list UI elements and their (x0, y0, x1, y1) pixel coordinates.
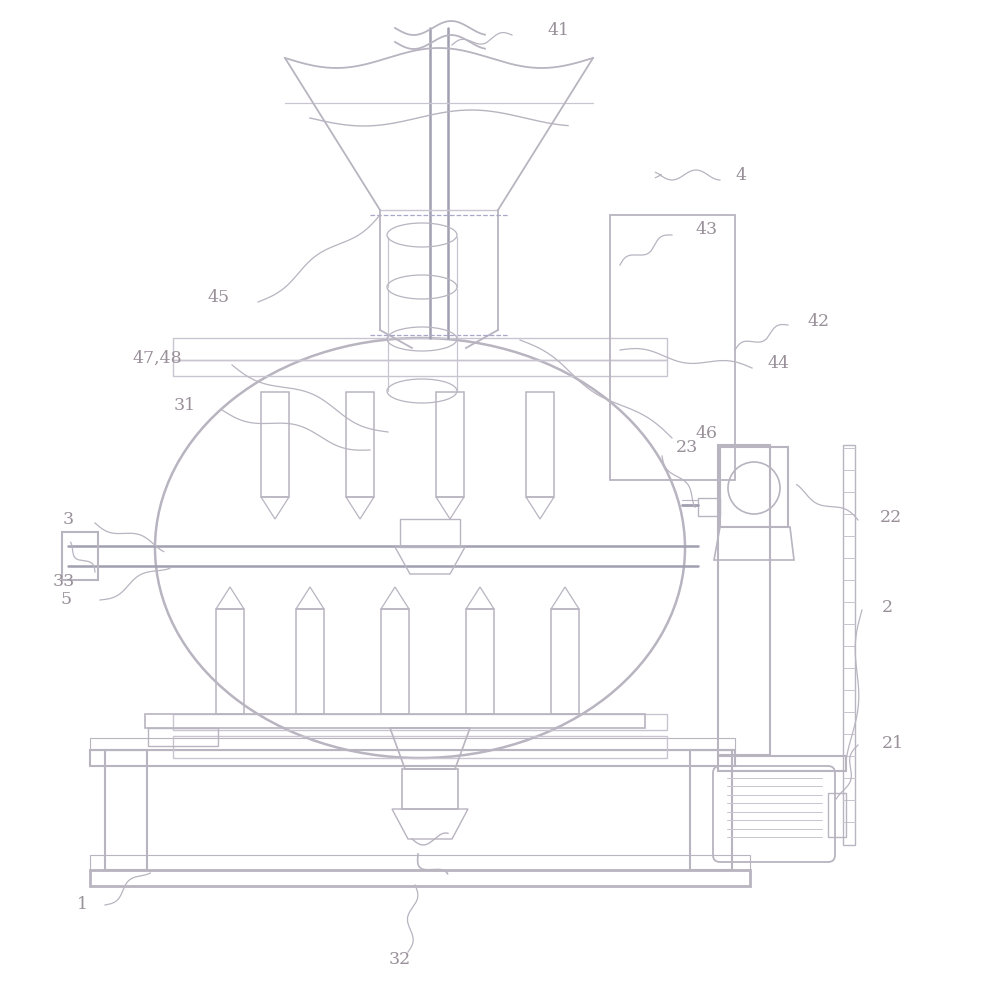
Bar (718, 445, 769, 755)
Text: 2: 2 (881, 599, 893, 616)
Bar (698, 498, 720, 516)
Bar (148, 728, 218, 746)
Text: 5: 5 (61, 591, 72, 608)
Bar (435, 392, 463, 497)
Bar (173, 338, 666, 360)
Bar (827, 793, 845, 837)
Bar (720, 447, 787, 527)
Text: 31: 31 (174, 396, 196, 414)
Bar (89, 738, 735, 750)
Bar (402, 769, 457, 809)
Bar (842, 445, 854, 845)
Bar (145, 714, 644, 728)
Text: 1: 1 (77, 896, 87, 913)
Bar (400, 519, 459, 547)
Text: 22: 22 (879, 510, 902, 526)
Text: 23: 23 (675, 440, 698, 456)
Bar (381, 609, 409, 714)
Text: 4: 4 (735, 167, 746, 184)
Bar (173, 736, 666, 758)
Bar (216, 609, 244, 714)
Bar (89, 855, 749, 870)
Text: 33: 33 (53, 574, 75, 590)
Bar (689, 750, 732, 870)
Bar (62, 532, 97, 580)
Bar (173, 360, 666, 376)
Text: 44: 44 (767, 355, 789, 371)
Bar (609, 215, 735, 480)
Bar (105, 750, 147, 870)
Text: 32: 32 (389, 951, 411, 968)
Text: 41: 41 (548, 22, 570, 39)
Bar (551, 609, 579, 714)
Bar (89, 750, 735, 766)
Text: 46: 46 (694, 424, 717, 442)
Text: 42: 42 (807, 314, 829, 330)
Bar (465, 609, 493, 714)
Bar (173, 714, 666, 730)
Bar (346, 392, 374, 497)
Text: 45: 45 (208, 290, 230, 306)
Text: 47,48: 47,48 (132, 350, 182, 366)
Bar (718, 756, 845, 771)
Text: 43: 43 (694, 222, 717, 238)
Text: 3: 3 (63, 512, 74, 528)
Text: 21: 21 (881, 734, 904, 752)
Bar (295, 609, 324, 714)
Bar (260, 392, 288, 497)
Bar (526, 392, 554, 497)
Bar (89, 870, 749, 886)
